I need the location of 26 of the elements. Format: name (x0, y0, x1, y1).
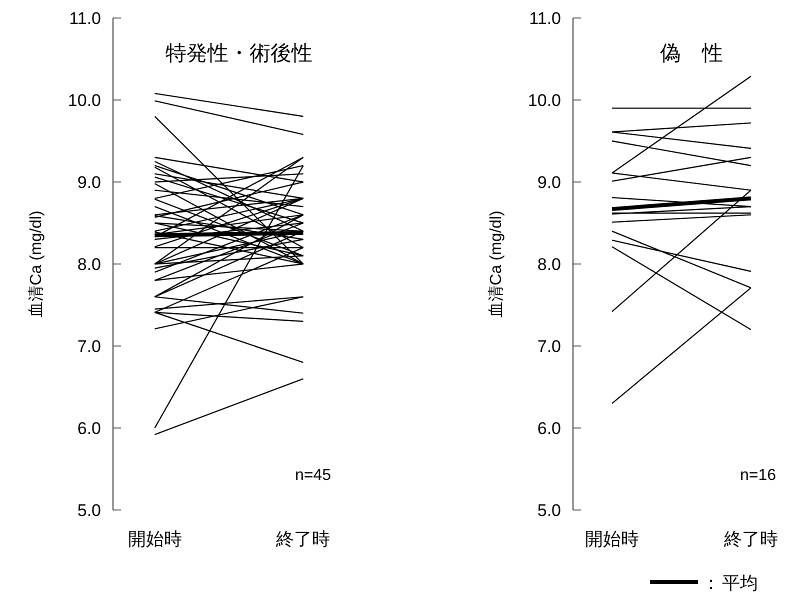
y-tick-label: 7.0 (77, 337, 101, 356)
text: 偽 性 (660, 42, 723, 65)
annotation: n=45 (294, 467, 332, 484)
y-tick-label: 9.0 (77, 173, 101, 192)
y-tick-label: 8.0 (77, 255, 101, 274)
x-tick-label: 終了時 (275, 529, 330, 549)
y-tick-label: 11.0 (529, 9, 561, 28)
text: 特発性・術後性 (166, 42, 312, 65)
y-tick-label: 8.0 (537, 255, 561, 274)
x-tick-label: 開始時 (585, 529, 640, 549)
y-tick-label: 11.0 (69, 9, 101, 28)
y-axis-title: 血清Ca (mg/dl) (487, 210, 505, 318)
x-tick-label: 終了時 (722, 529, 778, 549)
y-tick-label: 6.0 (537, 419, 561, 438)
y-tick-label: 10.0 (68, 91, 101, 110)
y-axis-title: 血清Ca (mg/dl) (27, 210, 45, 318)
y-tick-label: 10.0 (528, 91, 561, 110)
y-tick-label: 5.0 (77, 501, 101, 520)
x-tick-label: 開始時 (128, 529, 182, 549)
y-tick-label: 6.0 (77, 419, 101, 438)
legend-title: ： (702, 573, 720, 593)
annotation: n=16 (740, 467, 776, 484)
y-tick-label: 7.0 (537, 337, 561, 356)
legend-label: 平均 (722, 573, 758, 593)
y-tick-label: 5.0 (537, 501, 561, 520)
y-tick-label: 9.0 (537, 173, 561, 192)
